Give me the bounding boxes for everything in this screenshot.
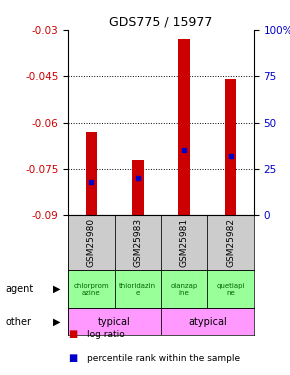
Text: atypical: atypical <box>188 316 227 327</box>
Bar <box>68 215 115 270</box>
Text: ▶: ▶ <box>53 284 60 294</box>
Bar <box>132 160 144 215</box>
Text: ■: ■ <box>68 353 77 363</box>
Text: chlorprom
azine: chlorprom azine <box>74 282 109 296</box>
Text: quetiapi
ne: quetiapi ne <box>216 282 245 296</box>
Text: other: other <box>6 316 32 327</box>
Bar <box>207 270 254 308</box>
Text: ▶: ▶ <box>53 316 60 327</box>
Bar <box>115 270 161 308</box>
Text: thioridazin
e: thioridazin e <box>119 282 156 296</box>
Bar <box>207 215 254 270</box>
Bar <box>161 270 207 308</box>
Text: olanzap
ine: olanzap ine <box>171 282 198 296</box>
Bar <box>161 215 207 270</box>
Text: GSM25981: GSM25981 <box>180 218 189 267</box>
Bar <box>86 132 97 215</box>
Text: GSM25983: GSM25983 <box>133 218 142 267</box>
Bar <box>68 308 161 335</box>
Text: GSM25982: GSM25982 <box>226 218 235 267</box>
Bar <box>178 39 190 215</box>
Bar <box>115 215 161 270</box>
Text: typical: typical <box>98 316 131 327</box>
Text: GSM25980: GSM25980 <box>87 218 96 267</box>
Bar <box>161 308 254 335</box>
Text: ■: ■ <box>68 329 77 339</box>
Title: GDS775 / 15977: GDS775 / 15977 <box>109 16 213 29</box>
Bar <box>225 80 236 215</box>
Text: agent: agent <box>6 284 34 294</box>
Text: percentile rank within the sample: percentile rank within the sample <box>87 354 240 363</box>
Bar <box>68 270 115 308</box>
Text: log ratio: log ratio <box>87 330 125 339</box>
